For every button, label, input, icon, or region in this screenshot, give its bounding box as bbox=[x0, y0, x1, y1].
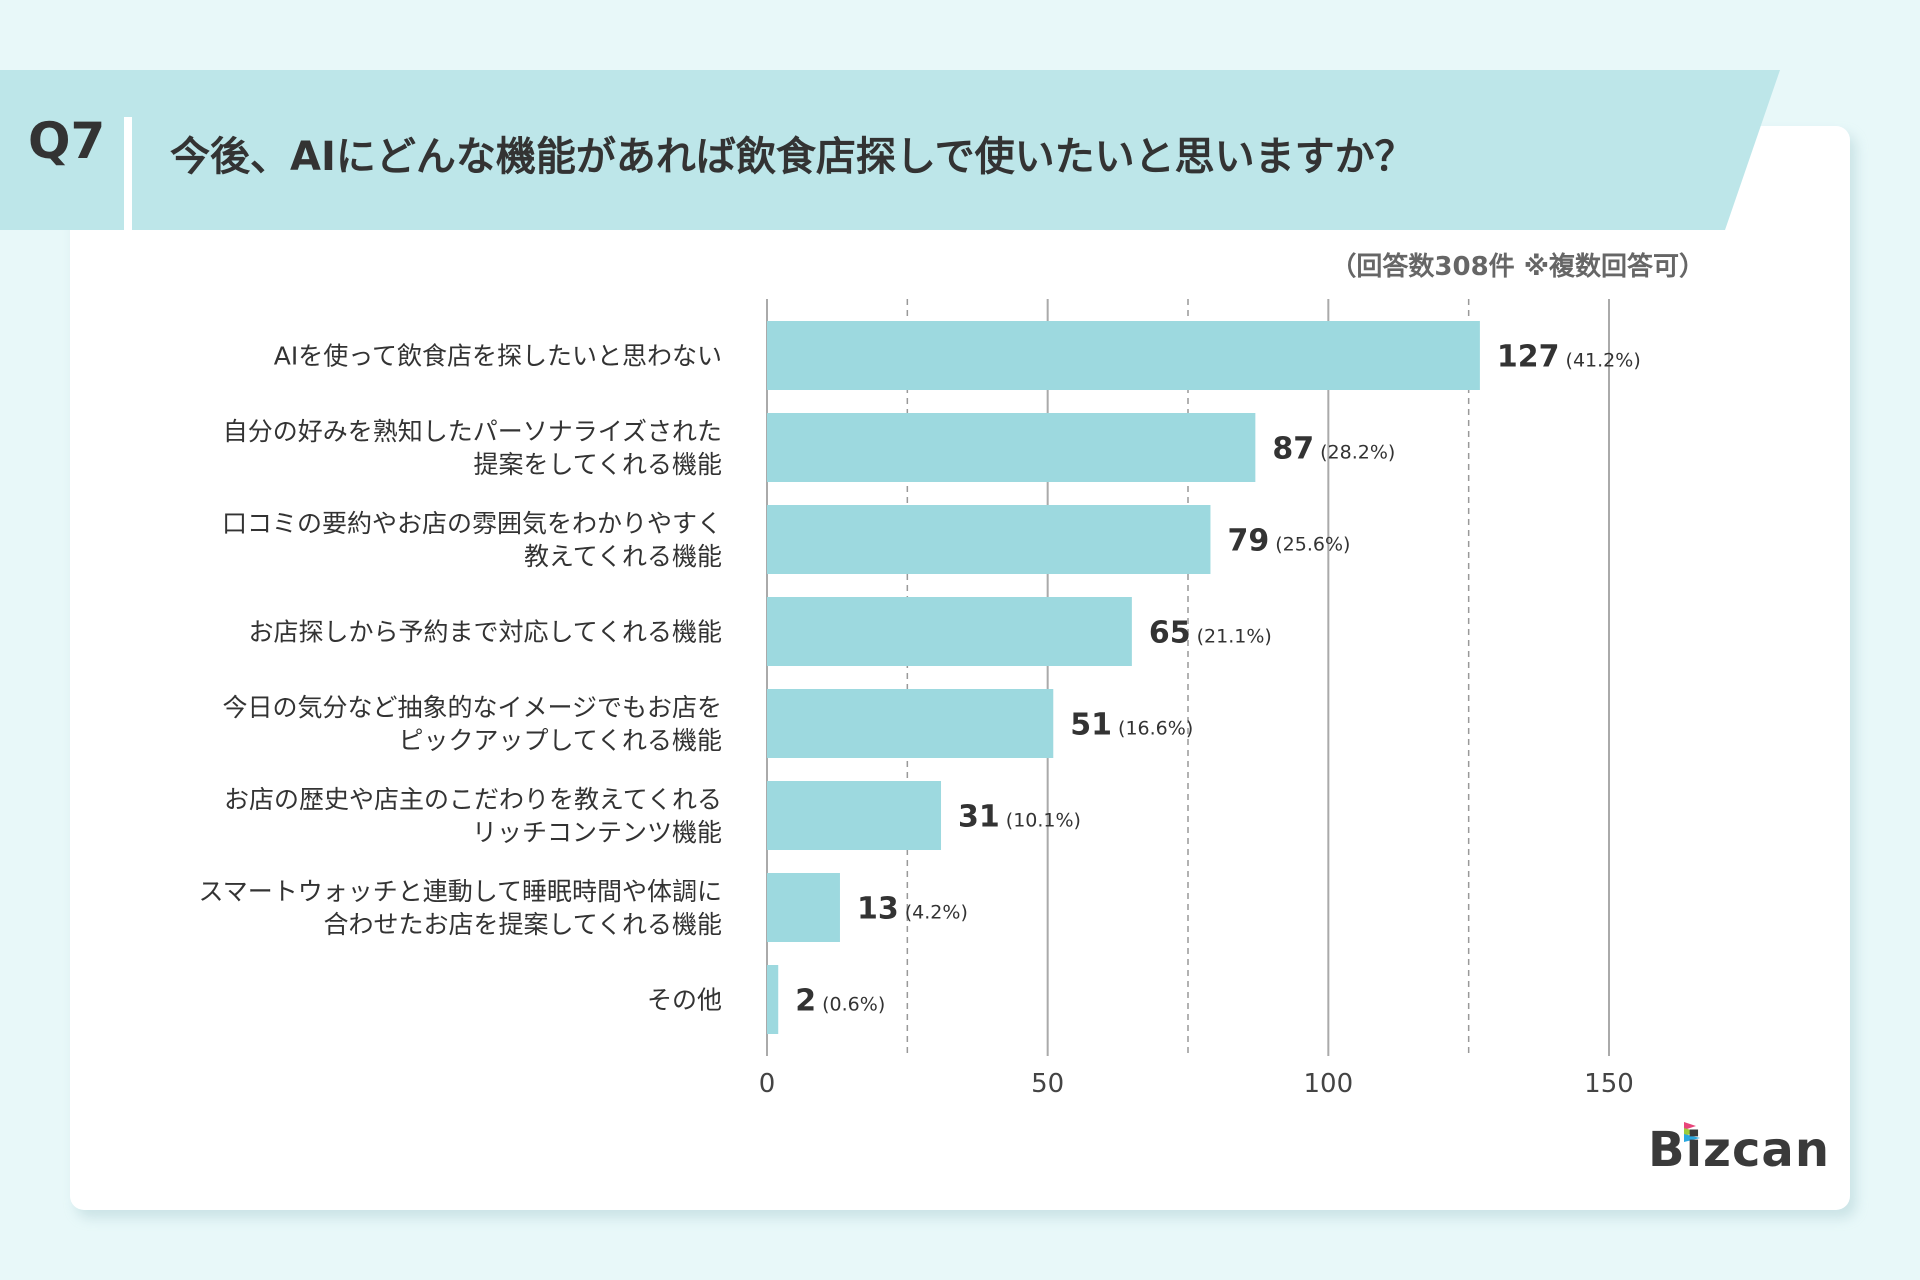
value-label: 31 (10.1%) bbox=[958, 800, 1081, 835]
category-label: 口コミの要約やお店の雰囲気をわかりやすく bbox=[222, 509, 722, 538]
bar bbox=[767, 873, 840, 942]
value-count: 2 bbox=[795, 984, 816, 1019]
x-tick-label: 0 bbox=[759, 1069, 776, 1099]
value-percent: (41.2%) bbox=[1560, 350, 1641, 372]
category-label: 教えてくれる機能 bbox=[524, 542, 722, 571]
x-tick-label: 150 bbox=[1584, 1069, 1634, 1099]
value-label: 79 (25.6%) bbox=[1227, 524, 1350, 559]
category-label: ピックアップしてくれる機能 bbox=[398, 726, 722, 755]
value-label: 127 (41.2%) bbox=[1497, 340, 1641, 375]
value-percent: (0.6%) bbox=[816, 994, 885, 1016]
value-label: 65 (21.1%) bbox=[1149, 616, 1272, 651]
category-label: リッチコンテンツ機能 bbox=[472, 818, 722, 847]
value-label: 51 (16.6%) bbox=[1070, 708, 1193, 743]
value-count: 13 bbox=[857, 892, 899, 927]
value-percent: (21.1%) bbox=[1191, 626, 1272, 648]
category-label: 提案をしてくれる機能 bbox=[473, 450, 722, 479]
value-percent: (25.6%) bbox=[1269, 534, 1350, 556]
bar bbox=[767, 321, 1480, 390]
value-count: 127 bbox=[1497, 340, 1560, 375]
value-count: 51 bbox=[1070, 708, 1112, 743]
category-label: 今日の気分など抽象的なイメージでもお店を bbox=[222, 693, 722, 722]
category-label: その他 bbox=[647, 986, 722, 1015]
category-label: お店の歴史や店主のこだわりを教えてくれる bbox=[224, 785, 722, 814]
question-header-band bbox=[0, 70, 1780, 230]
x-tick-label: 50 bbox=[1031, 1069, 1064, 1099]
value-percent: (28.2%) bbox=[1314, 442, 1395, 464]
question-number: Q7 bbox=[28, 112, 106, 170]
x-tick-label: 100 bbox=[1304, 1069, 1354, 1099]
value-percent: (4.2%) bbox=[899, 902, 968, 924]
value-count: 87 bbox=[1272, 432, 1314, 467]
header-divider bbox=[124, 117, 132, 230]
value-count: 65 bbox=[1149, 616, 1191, 651]
bar bbox=[767, 413, 1256, 482]
value-label: 13 (4.2%) bbox=[857, 892, 968, 927]
category-label: AIを使って飲食店を探したいと思わない bbox=[274, 342, 722, 371]
logo-mark-icon bbox=[1684, 1122, 1700, 1142]
value-count: 31 bbox=[958, 800, 1000, 835]
logo-text: Bizcan bbox=[1648, 1122, 1830, 1178]
value-percent: (10.1%) bbox=[1000, 810, 1081, 832]
category-label: 自分の好みを熟知したパーソナライズされた bbox=[223, 417, 722, 446]
bar bbox=[767, 505, 1211, 574]
response-count-note: （回答数308件 ※複数回答可） bbox=[1330, 252, 1705, 282]
page-title: 今後、AIにどんな機能があれば飲食店探しで使いたいと思いますか？ bbox=[170, 134, 1415, 180]
value-label: 2 (0.6%) bbox=[795, 984, 885, 1019]
value-count: 79 bbox=[1227, 524, 1269, 559]
category-label: お店探しから予約まで対応してくれる機能 bbox=[248, 618, 722, 647]
category-label: スマートウォッチと連動して睡眠時間や体調に bbox=[198, 877, 722, 906]
bar bbox=[767, 689, 1054, 758]
bar bbox=[767, 781, 942, 850]
value-percent: (16.6%) bbox=[1112, 718, 1193, 740]
bar bbox=[767, 965, 779, 1034]
bar bbox=[767, 597, 1132, 666]
category-label: 合わせたお店を提案してくれる機能 bbox=[323, 910, 722, 939]
chart-card bbox=[70, 126, 1850, 1210]
value-label: 87 (28.2%) bbox=[1272, 432, 1395, 467]
bizcan-logo: Bizcan bbox=[1648, 1122, 1830, 1178]
